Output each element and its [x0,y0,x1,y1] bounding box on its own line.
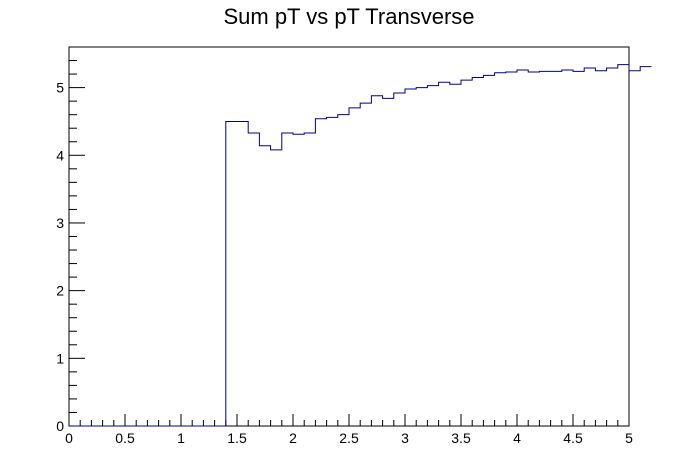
x-tick-label: 1.5 [227,430,247,446]
x-tick-label: 4 [513,430,521,446]
plot-frame [68,46,630,427]
y-tick-label: 1 [56,350,64,366]
x-tick-label: 0 [65,430,73,446]
y-tick-label: 3 [56,215,64,231]
x-tick-label: 1 [177,430,185,446]
x-axis-labels: 0 0.5 1 1.5 2 2.5 3 3.5 4 4.5 5 [65,430,633,446]
y-tick-label: 4 [56,147,64,163]
x-tick-label: 3 [401,430,409,446]
x-tick-label: 0.5 [115,430,135,446]
x-tick-label: 2.5 [339,430,359,446]
x-tick-label: 4.5 [563,430,583,446]
y-axis-labels: 0 1 2 3 4 5 [56,80,64,434]
histogram-series [69,64,652,427]
y-axis-ticks [69,60,85,427]
y-tick-label: 5 [56,80,64,96]
x-axis-ticks [68,414,630,426]
x-tick-label: 2 [289,430,297,446]
y-tick-label: 2 [56,283,64,299]
x-tick-label: 3.5 [451,430,471,446]
y-tick-label: 0 [56,418,64,434]
chart-title: Sum pT vs pT Transverse [223,4,475,29]
x-tick-label: 5 [625,430,633,446]
